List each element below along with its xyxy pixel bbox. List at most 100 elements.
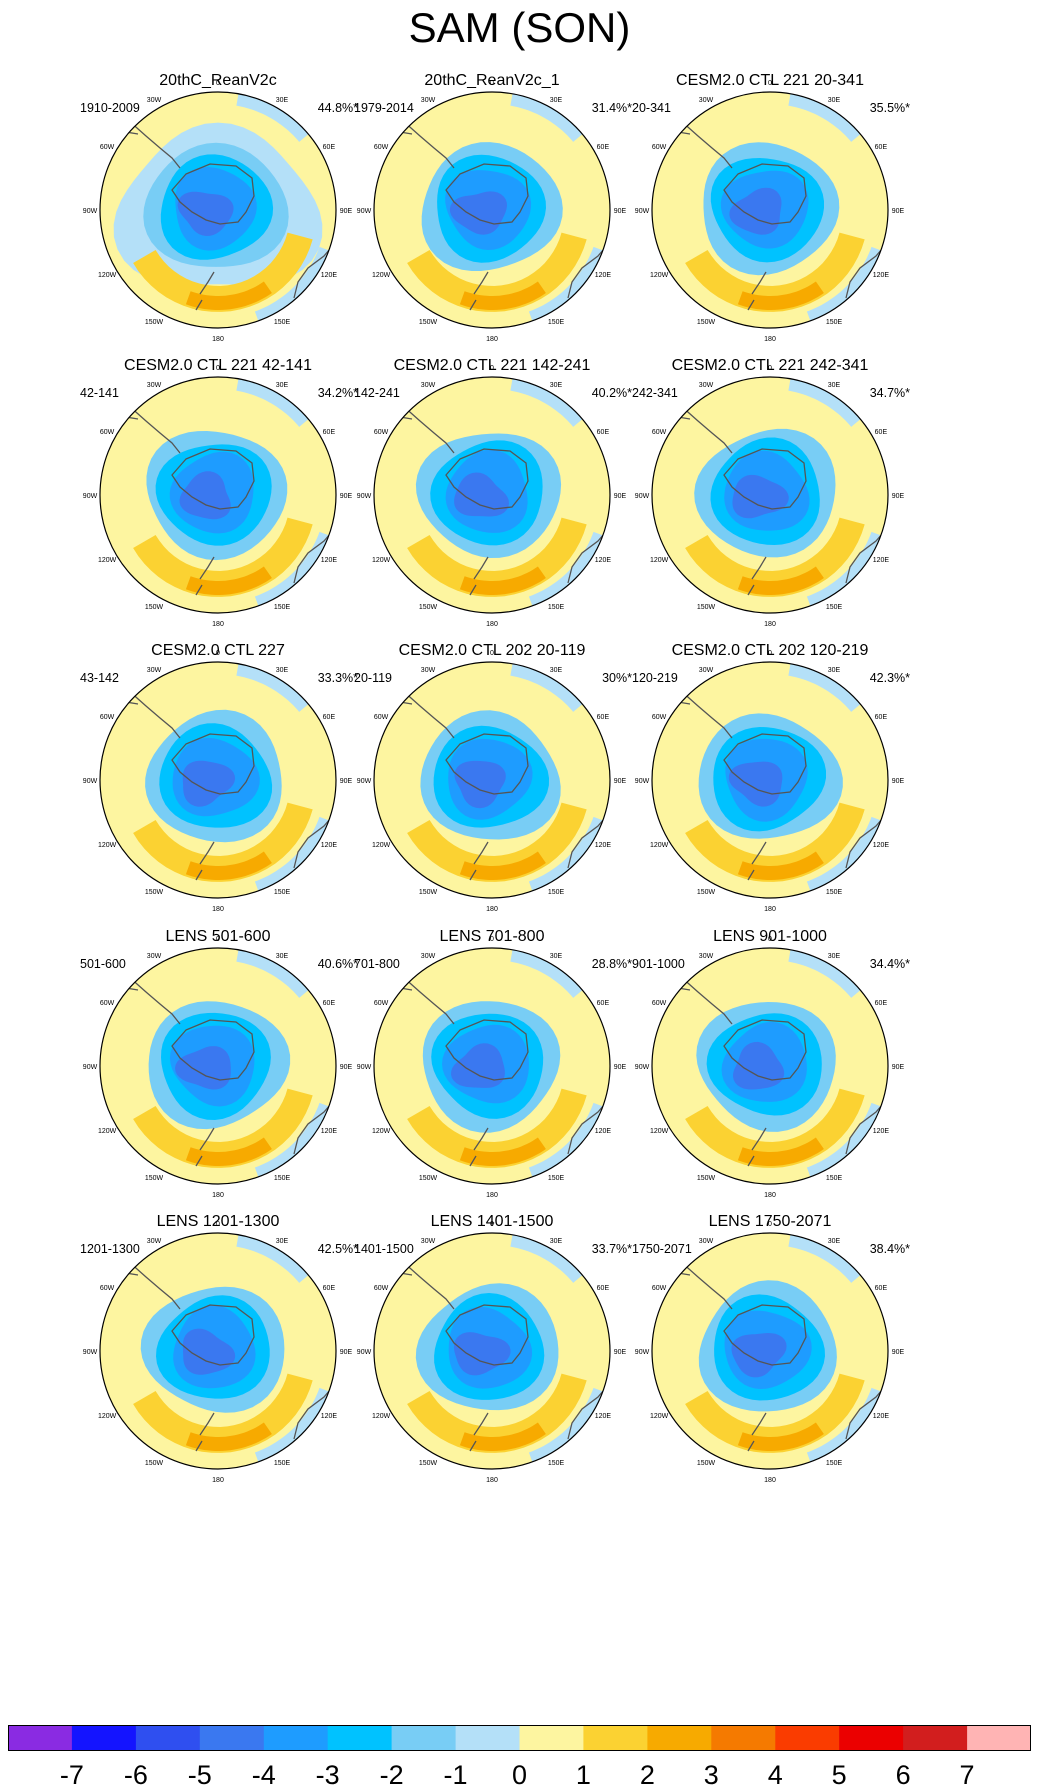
longitude-label: 150W (419, 1175, 438, 1182)
colorbar-segment (8, 1725, 73, 1751)
longitude-label: 30E (276, 382, 289, 389)
colorbar-segment (391, 1725, 456, 1751)
longitude-label: 180 (764, 336, 776, 343)
longitude-label: 60W (652, 1285, 667, 1292)
longitude-label: 120E (595, 842, 612, 849)
longitude-label: 180 (486, 906, 498, 913)
longitude-label: 30W (421, 953, 436, 960)
longitude-label: 150E (274, 1175, 291, 1182)
longitude-label: 60W (374, 1000, 389, 1007)
longitude-label: 150W (145, 1460, 164, 1467)
colorbar (8, 1725, 1031, 1751)
longitude-label: 150W (419, 889, 438, 896)
longitude-label: 150E (548, 1460, 565, 1467)
longitude-label: 0 (768, 1221, 772, 1228)
longitude-label: 90W (357, 778, 372, 785)
panel-title: LENS 701-800 (439, 928, 545, 945)
longitude-label: 120W (650, 272, 669, 279)
polar-map: 0 30E 60E 90E 120E 150E 180 150W 120W 90W 60W 30W (357, 80, 627, 343)
longitude-label: 120E (595, 557, 612, 564)
longitude-label: 0 (216, 365, 220, 372)
longitude-label: 60W (100, 1285, 115, 1292)
polar-map: 0 30E 60E 90E 120E 150E 180 150W 120W 90W 60W 30W (83, 650, 353, 913)
panel-period: 242-341 (632, 386, 678, 400)
longitude-label: 120W (372, 557, 391, 564)
polar-map: 0 30E 60E 90E 120E 150E 180 150W 120W 90W 60W 30W (635, 936, 905, 1199)
panel-variance: 35.5%* (869, 101, 910, 115)
panel-title: LENS 1750-2071 (708, 1213, 832, 1230)
longitude-label: 180 (486, 621, 498, 628)
longitude-label: 90W (635, 1349, 650, 1356)
longitude-label: 30W (147, 97, 162, 104)
longitude-label: 150W (145, 889, 164, 896)
colorbar-label: 1 (575, 1760, 591, 1790)
map-boundary (99, 376, 337, 614)
longitude-label: 0 (490, 365, 494, 372)
panel-variance: 40.6%* (317, 957, 358, 971)
map-boundary (373, 661, 611, 899)
map-boundary (651, 947, 889, 1185)
colorbar-label: -5 (187, 1760, 212, 1790)
longitude-label: 90E (892, 1349, 905, 1356)
figure-title: SAM (SON) (408, 4, 631, 51)
colorbar-label: -2 (379, 1760, 404, 1790)
longitude-label: 60E (323, 144, 336, 151)
longitude-label: 30E (828, 1238, 841, 1245)
panel-variance: 31.4%* (591, 101, 632, 115)
map-panel: LENS 701-800 701-800 28.8%* 0 30E 60E 90E 120E 1… (342, 928, 642, 1246)
longitude-label: 180 (764, 1192, 776, 1199)
longitude-label: 150E (826, 1175, 843, 1182)
panel-title: LENS 901-1000 (713, 928, 827, 945)
map-boundary (99, 661, 337, 899)
longitude-label: 120E (873, 1413, 890, 1420)
longitude-label: 150W (419, 604, 438, 611)
panel-period: 1201-1300 (80, 1242, 140, 1256)
colorbar-segment (135, 1725, 201, 1751)
longitude-label: 90E (614, 208, 627, 215)
polar-map: 0 30E 60E 90E 120E 150E 180 150W 120W 90W 60W 30W (635, 365, 905, 628)
longitude-label: 180 (212, 336, 224, 343)
longitude-label: 120W (372, 842, 391, 849)
colorbar-segment (647, 1725, 712, 1751)
longitude-label: 150W (697, 319, 716, 326)
colorbar-label: 0 (511, 1760, 528, 1790)
longitude-label: 30W (147, 953, 162, 960)
longitude-label: 150W (697, 1460, 716, 1467)
longitude-label: 150W (697, 604, 716, 611)
longitude-label: 150E (826, 889, 843, 896)
longitude-label: 60E (875, 1000, 888, 1007)
panel-variance: 28.8%* (591, 957, 632, 971)
longitude-label: 60E (875, 144, 888, 151)
map-boundary (99, 947, 337, 1185)
map-boundary (373, 91, 611, 329)
longitude-label: 180 (212, 906, 224, 913)
colorbar-segment (967, 1725, 1031, 1751)
longitude-label: 30W (699, 382, 714, 389)
longitude-label: 90W (635, 208, 650, 215)
longitude-label: 30E (276, 97, 289, 104)
longitude-label: 60W (652, 1000, 667, 1007)
longitude-label: 180 (486, 336, 498, 343)
longitude-label: 120E (873, 1128, 890, 1135)
longitude-label: 120W (98, 1413, 117, 1420)
longitude-label: 30W (147, 667, 162, 674)
map-boundary (651, 661, 889, 899)
longitude-label: 30E (276, 1238, 289, 1245)
longitude-label: 90W (357, 1349, 372, 1356)
map-panel: CESM2.0 CTL 221 20-341 20-341 35.5%* 0 30E 60… (620, 72, 920, 390)
longitude-label: 0 (216, 936, 220, 943)
colorbar-segment (903, 1725, 968, 1751)
longitude-label: 30W (421, 382, 436, 389)
longitude-label: 30W (147, 1238, 162, 1245)
map-boundary (99, 1232, 337, 1470)
longitude-label: 90E (614, 778, 627, 785)
panel-variance: 34.4%* (869, 957, 910, 971)
longitude-label: 150E (826, 604, 843, 611)
map-panel: CESM2.0 CTL 202 120-219 120-219 42.3%* 0 30E… (620, 642, 920, 960)
longitude-label: 30W (421, 667, 436, 674)
longitude-label: 60W (374, 144, 389, 151)
longitude-label: 90E (892, 778, 905, 785)
longitude-label: 180 (212, 621, 224, 628)
longitude-label: 90W (357, 1064, 372, 1071)
longitude-label: 0 (490, 936, 494, 943)
